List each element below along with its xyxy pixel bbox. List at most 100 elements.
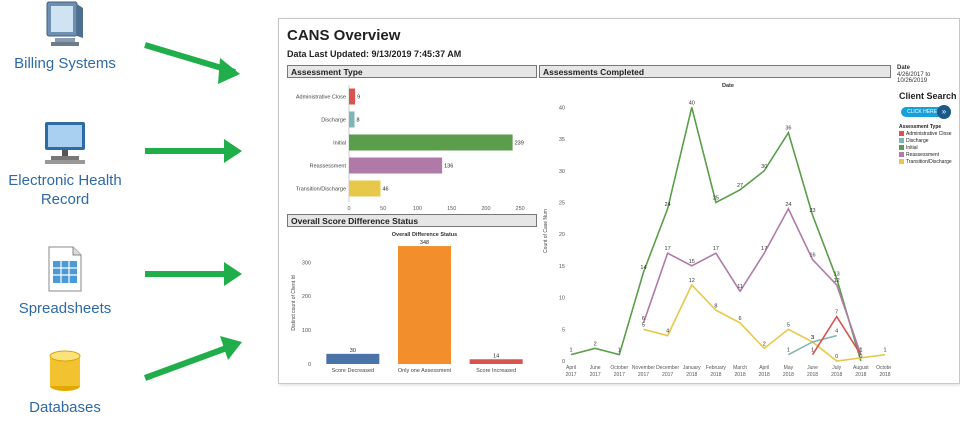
tick-label: 2017 [638, 372, 649, 378]
tick-label: 100 [302, 328, 311, 334]
source-label: Billing Systems [14, 55, 116, 72]
tick-label: 2018 [710, 372, 721, 378]
axis-label: Count of Case Num [543, 209, 549, 253]
data-label: 30 [350, 348, 356, 354]
arrow-icon [143, 336, 242, 381]
data-label: 1 [787, 348, 790, 354]
data-label: 7 [835, 310, 838, 316]
tick-label: 2018 [783, 372, 794, 378]
legend-swatch [899, 152, 904, 158]
data-label: 23 [809, 208, 815, 214]
series-line [570, 107, 862, 362]
category-label: Score Decreased [332, 368, 375, 374]
legend-item[interactable]: Transition/Discharge [899, 159, 952, 165]
legend-label: Transition/Discharge [906, 159, 952, 165]
series-line [642, 207, 862, 355]
arrow-icon [145, 139, 242, 163]
tick-label: 2018 [879, 372, 890, 378]
legend-item[interactable]: Administrative Close [899, 131, 952, 137]
data-label: 24 [785, 202, 791, 208]
chart-title: Overall Difference Status [392, 232, 457, 238]
tick-label: January [683, 365, 701, 371]
score-status-chart: Overall Difference Status Distinct count … [291, 232, 523, 374]
data-label: 1 [859, 348, 862, 354]
arrow-icon [145, 262, 242, 286]
tick-label: April [759, 365, 769, 371]
tick-label: 2018 [735, 372, 746, 378]
desktop-computer-icon [45, 122, 85, 164]
data-label: 14 [493, 353, 499, 359]
data-label: 0 [835, 354, 838, 360]
tick-label: July [832, 365, 841, 371]
data-label: 12 [689, 278, 695, 284]
arrow-icon [144, 42, 240, 84]
tick-label: 2018 [686, 372, 697, 378]
section-header-assessment-type: Assessment Type [287, 65, 537, 78]
legend-item[interactable]: Discharge [899, 138, 929, 144]
data-label: 348 [420, 240, 429, 246]
tick-label: 40 [559, 105, 565, 111]
bar [349, 157, 443, 174]
last-updated: Data Last Updated: 9/13/2019 7:45:37 AM [287, 49, 462, 59]
tick-label: 0 [308, 362, 311, 368]
bar [397, 246, 452, 364]
tick-label: 2017 [590, 372, 601, 378]
data-label: 12 [834, 278, 840, 284]
tick-label: October [610, 365, 628, 371]
data-label: 8 [356, 118, 359, 124]
source-label: Databases [29, 399, 101, 416]
axis-label: Distinct count of Client Id [291, 275, 297, 331]
data-label: 3 [811, 335, 814, 341]
data-label: 46 [382, 187, 388, 193]
bar [326, 353, 380, 364]
legend-label: Discharge [906, 138, 929, 144]
section-header-score-status: Overall Score Difference Status [287, 214, 537, 227]
assessment-type-chart: Administrative Close 9 Discharge 8 Initial 23… [296, 85, 525, 212]
data-label: 1 [883, 348, 886, 354]
legend-swatch [899, 131, 904, 137]
computer-monitor-icon [46, 1, 83, 46]
tick-label: October [876, 365, 891, 371]
bar [349, 111, 355, 128]
tick-label: June [807, 365, 818, 371]
spreadsheet-icon [48, 246, 82, 292]
data-label: 9 [357, 95, 360, 101]
source-billing: Billing Systems [0, 0, 130, 73]
tick-label: August [853, 365, 869, 371]
data-label: 27 [737, 183, 743, 189]
data-label: 136 [444, 164, 453, 170]
bar [349, 180, 381, 197]
data-label: 11 [737, 284, 743, 290]
tick-label: 5 [562, 327, 565, 333]
chevron-right-icon[interactable]: » [937, 105, 951, 119]
source-databases: Databases [0, 350, 130, 417]
legend-item[interactable]: Initial [899, 145, 918, 151]
date-filter-range[interactable]: 4/26/2017 to 10/26/2019 [897, 72, 931, 84]
tick-label: 100 [413, 206, 422, 212]
category-label: Score Increased [476, 368, 516, 374]
data-label: 1 [569, 348, 572, 354]
legend-item[interactable]: Reassessment [899, 152, 939, 158]
source-ehr: Electronic Health Record [0, 120, 130, 209]
category-label: Discharge [321, 118, 346, 124]
data-label: 30 [761, 164, 767, 170]
dashboard-title: CANS Overview [287, 27, 401, 44]
data-label: 6 [642, 316, 645, 322]
bar [349, 88, 356, 105]
data-label: 36 [785, 126, 791, 132]
data-label: 17 [713, 246, 719, 252]
tick-label: 2017 [662, 372, 673, 378]
tick-label: 250 [516, 206, 525, 212]
client-search-button[interactable]: CLICK HERE [901, 107, 943, 117]
data-label: 40 [689, 100, 695, 106]
dashboard-panel: CANS Overview Data Last Updated: 9/13/20… [278, 18, 960, 384]
legend-swatch [899, 145, 904, 151]
tick-label: November [632, 365, 655, 371]
data-label: 5 [642, 322, 645, 328]
legend-title: Assessment Type [899, 124, 942, 130]
category-label: Reassessment [310, 164, 347, 170]
tick-label: 2017 [565, 372, 576, 378]
tick-label: 50 [380, 206, 386, 212]
tick-label: February [706, 365, 727, 371]
